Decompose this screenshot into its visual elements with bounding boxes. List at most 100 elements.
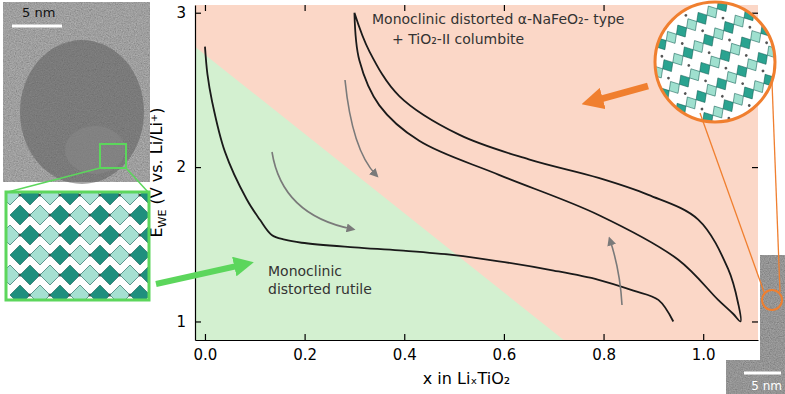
direction-arrow [345, 80, 376, 175]
region-label: Monoclinic [268, 263, 342, 279]
tick: 1 [176, 313, 201, 331]
octahedron [777, 87, 785, 105]
octahedron [649, 0, 667, 3]
octahedron [20, 192, 40, 205]
zoom-circle [762, 290, 782, 310]
octahedron [80, 265, 100, 285]
tick-mark [195, 13, 201, 14]
axis [205, 5, 703, 11]
octahedron [100, 192, 120, 205]
region-labels: Monoclinic distorted rutile Monoclinic dis… [268, 11, 624, 297]
octahedron [40, 265, 60, 285]
tick [504, 5, 505, 11]
octahedron [692, 166, 710, 184]
octahedron [110, 205, 130, 225]
atom [657, 4, 661, 8]
region-label: Monoclinic distorted α-NaFeO₂- type [372, 11, 624, 27]
octahedron [773, 115, 785, 133]
scale-bar-label: 5 nm [751, 379, 782, 393]
zoom-line [8, 168, 100, 192]
crystal-bg [655, 2, 775, 122]
tem-particle [20, 40, 144, 184]
atom [680, 42, 684, 46]
tick-label: 0.2 [293, 346, 317, 364]
atom [784, 106, 785, 110]
octahedron [646, 13, 664, 31]
octahedron [636, 19, 654, 37]
axis: 1 2 3 [176, 4, 201, 340]
tick-label: 1 [176, 313, 186, 331]
tick: 2 [176, 158, 201, 176]
octahedron [753, 128, 771, 146]
y-axis-title-sub: WE [156, 210, 169, 228]
octahedron [80, 225, 100, 245]
tick-mark [305, 5, 306, 11]
atom [710, 179, 714, 183]
phase-regions [195, 5, 758, 340]
region-label: distorted rutile [268, 281, 372, 297]
atom [686, 142, 690, 146]
octahedron [609, 10, 627, 28]
octahedron [6, 192, 20, 205]
octahedron [615, 32, 633, 50]
octahedron [682, 172, 700, 190]
atom [750, 154, 754, 158]
octahedron [10, 205, 30, 225]
atom [761, 69, 765, 73]
octahedron [130, 285, 149, 300]
octahedron [632, 47, 650, 65]
octahedron [40, 192, 60, 205]
pointer-arrow [156, 264, 246, 284]
tick: 0.2 [293, 334, 317, 364]
atom [744, 132, 748, 136]
tick-label: 1.0 [692, 346, 716, 364]
crystal-rutile [0, 185, 172, 305]
figure: Monoclinic distorted rutile Monoclinic dis… [0, 0, 785, 394]
octahedron [732, 140, 750, 158]
axis: 0.00.20.40.60.81.0 [194, 334, 759, 364]
zoom-line [772, 82, 780, 292]
tick-mark [205, 5, 206, 11]
octahedron [100, 265, 120, 285]
atom [701, 29, 705, 33]
octahedron [767, 93, 785, 111]
octahedron [60, 265, 80, 285]
tick-mark [195, 321, 201, 322]
octahedron [50, 285, 70, 300]
atom [687, 63, 691, 67]
atom [704, 79, 708, 83]
octahedron [80, 192, 100, 205]
atom [637, 17, 641, 21]
octahedron [50, 205, 70, 225]
atom [764, 119, 768, 123]
direction-arrow [272, 152, 352, 229]
tick-mark [504, 334, 505, 340]
octahedron [622, 54, 640, 72]
octahedron [10, 245, 30, 265]
octahedron [635, 97, 653, 115]
octahedron [90, 245, 110, 265]
tick [404, 5, 405, 11]
atom [663, 104, 667, 108]
atom [703, 157, 707, 161]
octahedron [50, 245, 70, 265]
chart-svg: Monoclinic distorted rutile Monoclinic dis… [0, 0, 785, 394]
tick-mark [305, 334, 306, 340]
octahedron [120, 265, 140, 285]
atom [616, 30, 620, 34]
scale-bar [12, 25, 62, 28]
octahedron [639, 0, 657, 9]
crystal-frame [655, 2, 775, 122]
zoom-line [700, 113, 764, 292]
octahedron [110, 245, 130, 265]
octahedron [20, 265, 40, 285]
tick: 3 [176, 4, 201, 22]
tick-mark [752, 321, 758, 322]
octahedron [6, 225, 20, 245]
tick-label: 3 [176, 4, 186, 22]
octahedron [10, 285, 30, 300]
x-axis-title: x in LiₓTiO₂ [423, 369, 510, 388]
octahedron [90, 285, 110, 300]
octahedron [130, 245, 149, 265]
tick-label: 0.6 [492, 346, 516, 364]
